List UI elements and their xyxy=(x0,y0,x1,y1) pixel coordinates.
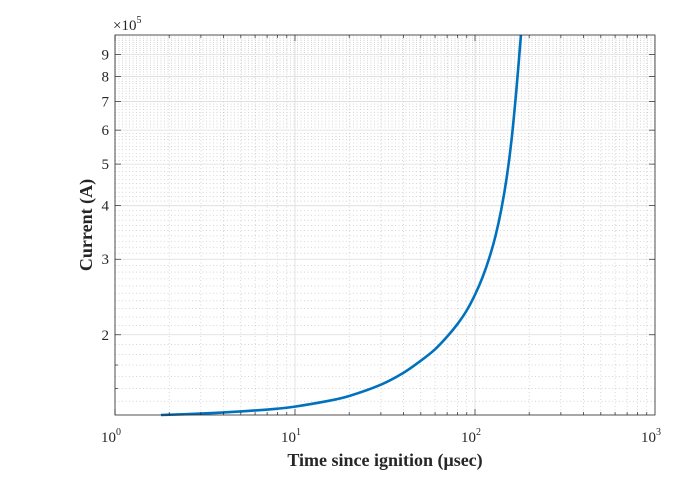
y-tick-label: 4 xyxy=(102,199,110,215)
ticks xyxy=(114,35,655,415)
y-tick-label: 9 xyxy=(102,48,110,64)
y-tick-label: 2 xyxy=(102,328,110,344)
y-axis-title: Current (A) xyxy=(76,179,97,271)
y-tick-label: 7 xyxy=(102,94,110,110)
x-tick-label: 103 xyxy=(641,427,661,446)
y-tick-label: 5 xyxy=(102,157,110,173)
y-exponent-label: ×105 xyxy=(113,15,141,34)
x-tick-label: 100 xyxy=(101,427,121,446)
data-layer xyxy=(160,34,523,417)
x-axis-title: Time since ignition (μsec) xyxy=(287,450,482,471)
x-tick-label: 101 xyxy=(281,427,301,446)
y-tick-label: 8 xyxy=(102,70,110,86)
x-tick-label: 102 xyxy=(461,427,481,446)
y-tick-label: 6 xyxy=(102,123,110,139)
grid xyxy=(114,35,655,415)
plot-frame xyxy=(114,34,656,416)
tick-labels: 2 3 4 5 6 7 8 9 100 101 102 103 xyxy=(101,48,661,446)
y-tick-label: 3 xyxy=(102,252,110,268)
series-line-current xyxy=(160,34,523,417)
